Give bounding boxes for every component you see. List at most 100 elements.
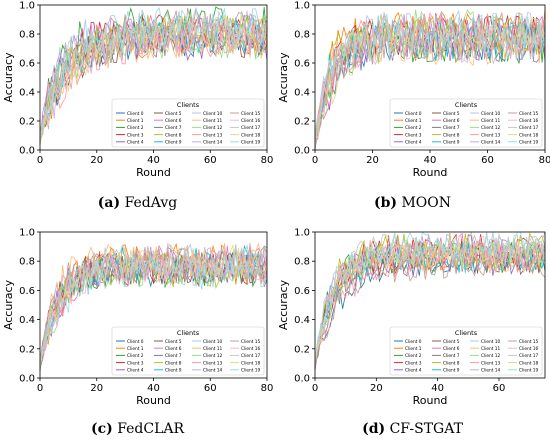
legend-entry: Client 9 <box>443 140 460 146</box>
legend-entry: Client 16 <box>519 118 539 124</box>
legend-entry: Client 10 <box>481 339 501 345</box>
y-tick-label: 0.6 <box>19 286 35 297</box>
legend-box <box>111 326 265 376</box>
x-tick-label: 80 <box>261 383 274 394</box>
series-line-client-19 <box>314 12 546 134</box>
legend-entry: Client 12 <box>203 125 223 131</box>
legend-entry: Client 1 <box>127 346 144 352</box>
subplot-0: 0 20 40 60 80 0.0 0.2 0.4 0.6 0.8 1.0 Round Accuracy… <box>2 1 273 180</box>
y-tick-label: 1.0 <box>294 1 310 12</box>
series-line-client-19 <box>39 7 268 143</box>
y-tick-label: 0.6 <box>294 286 310 297</box>
legend-entry: Client 5 <box>443 111 460 117</box>
series-line-client-15 <box>314 20 546 149</box>
x-tick-label: 60 <box>493 383 506 394</box>
legend-entry: Client 8 <box>443 360 460 366</box>
x-tick-label: 0 <box>312 383 318 394</box>
legend-entry: Client 14 <box>203 140 223 146</box>
legend-entry: Client 1 <box>405 346 422 352</box>
legend-entry: Client 11 <box>203 118 223 124</box>
legend-entry: Client 7 <box>165 125 182 131</box>
x-tick-label: 80 <box>261 155 274 166</box>
legend-entry: Client 11 <box>481 346 501 352</box>
legend-entry: Client 11 <box>203 346 223 352</box>
legend-box <box>389 326 543 376</box>
y-tick-label: 0.0 <box>294 146 310 157</box>
y-tick-label: 0.4 <box>19 88 35 99</box>
y-tick-label: 0.2 <box>19 117 35 128</box>
x-tick-label: 40 <box>147 383 160 394</box>
legend-entry: Client 7 <box>443 353 460 359</box>
y-tick-label: 0.8 <box>294 30 310 41</box>
legend-entry: Client 19 <box>241 368 261 374</box>
legend-entry: Client 5 <box>165 111 182 117</box>
y-tick-label: 1.0 <box>294 228 310 239</box>
x-tick-label: 0 <box>37 383 43 394</box>
legend-entry: Client 0 <box>127 111 144 117</box>
legend-entry: Client 0 <box>127 339 144 345</box>
legend-entry: Client 7 <box>165 353 182 359</box>
series-line-client-16 <box>314 19 546 151</box>
legend-entry: Client 10 <box>203 339 223 345</box>
legend-entry: Client 3 <box>405 360 422 366</box>
legend-entry: Client 9 <box>443 368 460 374</box>
subplot-3: 0 20 40 60 0.0 0.2 0.4 0.6 0.8 1.0 Round Accuracy Cl… <box>277 228 546 407</box>
legend-entry: Client 18 <box>519 132 539 138</box>
legend-entry: Client 16 <box>241 118 261 124</box>
series-line-client-18 <box>314 17 546 139</box>
legend-entry: Client 19 <box>519 368 539 374</box>
legend-entry: Client 5 <box>443 339 460 345</box>
legend-entry: Client 3 <box>405 132 422 138</box>
legend-entry: Client 8 <box>165 132 182 138</box>
series-line-client-16 <box>39 249 268 363</box>
y-tick-label: 0.0 <box>19 374 35 385</box>
legend-entry: Client 4 <box>127 368 144 374</box>
legend-entry: Client 18 <box>519 360 539 366</box>
y-tick-label: 0.2 <box>19 344 35 355</box>
caption-b: (b) MOON <box>373 195 452 211</box>
legend-entry: Client 6 <box>165 346 182 352</box>
legend-entry: Client 3 <box>127 132 144 138</box>
legend-title: Clients <box>455 329 478 337</box>
x-tick-label: 60 <box>481 155 494 166</box>
x-tick-label: 60 <box>204 383 217 394</box>
legend-entry: Client 15 <box>241 111 261 117</box>
y-tick-label: 0.4 <box>294 88 310 99</box>
legend-entry: Client 8 <box>443 132 460 138</box>
legend-entry: Client 1 <box>127 118 144 124</box>
legend-title: Clients <box>177 329 200 337</box>
legend-entry: Client 10 <box>203 111 223 117</box>
y-tick-label: 0.2 <box>294 344 310 355</box>
x-tick-label: 20 <box>370 383 383 394</box>
legend-entry: Client 12 <box>203 353 223 359</box>
legend-entry: Client 17 <box>241 353 261 359</box>
series-line-client-19 <box>314 231 546 359</box>
x-axis-label: Round <box>136 166 171 179</box>
y-tick-label: 0.8 <box>19 30 35 41</box>
legend-entry: Client 2 <box>127 125 144 131</box>
caption-c: (c) FedCLAR <box>90 421 185 437</box>
legend-entry: Client 19 <box>241 140 261 146</box>
legend-entry: Client 19 <box>519 140 539 146</box>
x-tick-label: 20 <box>90 155 103 166</box>
x-tick-label: 80 <box>539 155 550 166</box>
y-tick-label: 0.6 <box>294 59 310 70</box>
x-tick-label: 40 <box>424 155 437 166</box>
subplot-1: 0 20 40 60 80 0.0 0.2 0.4 0.6 0.8 1.0 Round Accuracy… <box>277 1 550 180</box>
y-tick-label: 0.8 <box>294 257 310 268</box>
legend-entry: Client 5 <box>165 339 182 345</box>
legend-title: Clients <box>177 101 200 109</box>
legend-entry: Client 6 <box>443 118 460 124</box>
legend-entry: Client 18 <box>241 360 261 366</box>
x-tick-label: 40 <box>147 155 160 166</box>
y-tick-label: 0.8 <box>19 257 35 268</box>
legend-entry: Client 13 <box>203 132 223 138</box>
legend-entry: Client 4 <box>405 140 422 146</box>
x-tick-label: 0 <box>37 155 43 166</box>
y-tick-label: 0.0 <box>294 374 310 385</box>
y-axis-label: Accuracy <box>2 52 15 103</box>
legend-entry: Client 0 <box>405 111 422 117</box>
